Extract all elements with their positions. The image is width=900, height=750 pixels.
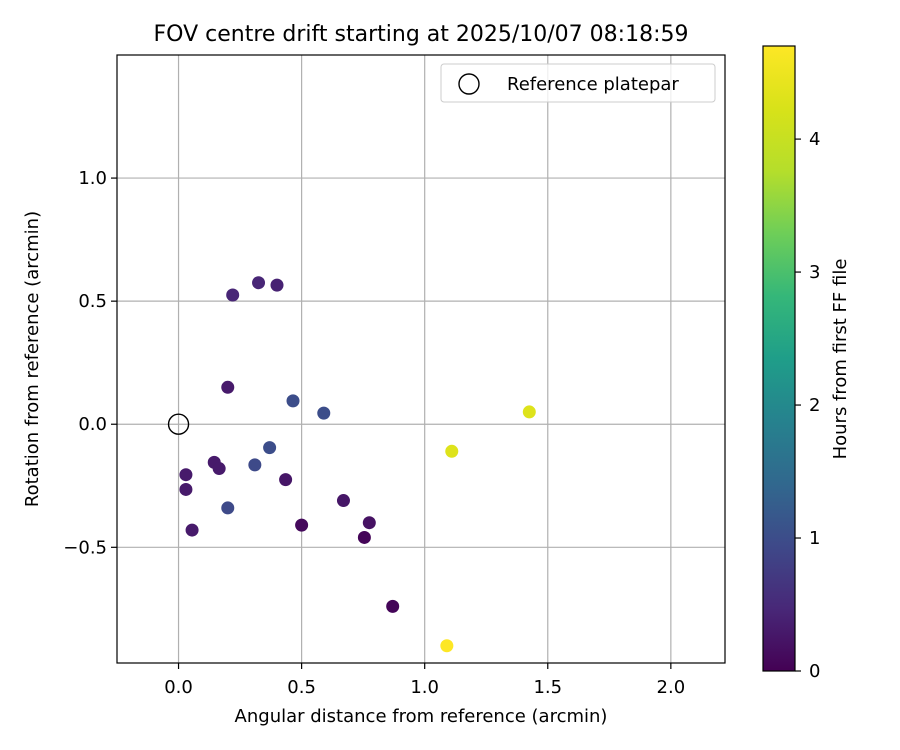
chart-title: FOV centre drift starting at 2025/10/07 …	[154, 22, 689, 47]
legend-box	[440, 63, 716, 103]
plot-frame	[116, 54, 726, 664]
legend-reference-marker	[458, 73, 480, 95]
colorbar-label: Hours from first FF file	[830, 259, 851, 460]
legend: Reference platepar	[440, 63, 716, 103]
data-point	[226, 288, 240, 302]
legend-label: Reference platepar	[507, 74, 679, 95]
data-point	[221, 380, 235, 394]
y-tick-label: 0.0	[78, 414, 107, 435]
colorbar-tick-label: 3	[809, 262, 820, 283]
colorbar-tick-label: 2	[809, 395, 820, 416]
y-axis-label: Rotation from reference (arcmin)	[22, 211, 43, 507]
x-axis-label: Angular distance from reference (arcmin)	[235, 706, 608, 727]
data-point	[362, 516, 376, 530]
data-point	[336, 494, 350, 508]
data-point	[440, 639, 454, 653]
data-point	[252, 276, 266, 290]
data-point	[357, 530, 371, 544]
data-point	[248, 458, 262, 472]
data-point	[286, 394, 300, 408]
data-point	[263, 441, 277, 455]
data-point	[221, 501, 235, 515]
y-tick-label: 0.5	[78, 291, 107, 312]
colorbar: 0 1 2 3 4 Hours from first FF file	[762, 45, 851, 682]
data-point	[212, 462, 226, 476]
data-point	[179, 482, 193, 496]
colorbar-gradient	[763, 46, 795, 671]
colorbar-frame	[762, 45, 796, 672]
colorbar-tick-label: 4	[809, 129, 820, 150]
y-tick-label: −0.5	[63, 537, 107, 558]
data-point	[270, 278, 284, 292]
x-tick-label: 2.0	[657, 677, 686, 698]
colorbar-ticks: 0 1 2 3 4	[795, 129, 820, 682]
data-point	[295, 518, 309, 532]
data-point	[386, 599, 400, 613]
data-point	[522, 405, 536, 419]
y-axis-ticks: −0.5 0.0 0.5 1.0	[63, 168, 117, 558]
data-point	[179, 468, 193, 482]
colorbar-tick-label: 0	[809, 661, 820, 682]
x-tick-label: 1.5	[533, 677, 562, 698]
y-tick-label: 1.0	[78, 168, 107, 189]
data-point	[317, 406, 331, 420]
data-points	[167, 276, 536, 653]
x-tick-label: 1.0	[410, 677, 439, 698]
reference-marker	[167, 413, 190, 435]
x-tick-label: 0.0	[164, 677, 193, 698]
data-point	[279, 473, 293, 487]
x-tick-label: 0.5	[287, 677, 316, 698]
colorbar-tick-label: 1	[809, 528, 820, 549]
grid	[117, 55, 725, 663]
x-axis-ticks: 0.0 0.5 1.0 1.5 2.0	[164, 663, 685, 698]
data-point	[445, 444, 459, 458]
data-point	[185, 523, 199, 537]
